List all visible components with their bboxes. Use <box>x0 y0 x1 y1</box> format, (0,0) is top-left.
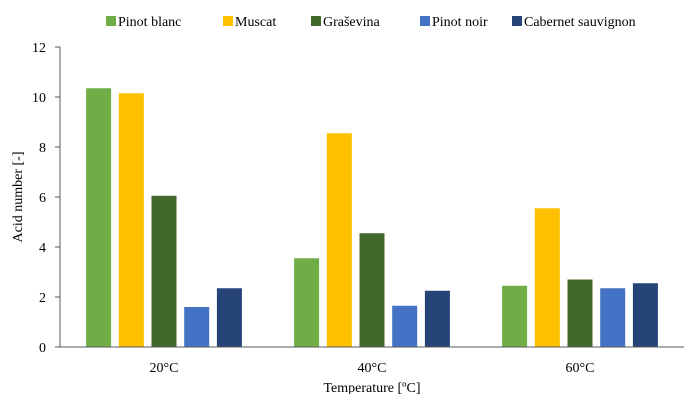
y-tick-label: 4 <box>39 241 46 256</box>
y-tick-label: 10 <box>32 91 46 106</box>
bar-pinot-blanc-3 <box>502 285 528 347</box>
bar-cabernet-sauvignon-3 <box>632 283 658 347</box>
bar-pinot-blanc-1 <box>86 88 112 347</box>
legend-label: Pinot blanc <box>118 15 181 30</box>
legend-label: Pinot noir <box>432 15 488 30</box>
legend-swatch <box>223 16 233 26</box>
legend-swatch <box>420 16 430 26</box>
x-tick-label: 60°C <box>566 361 595 376</box>
bars <box>86 88 658 347</box>
legend: Pinot blanc Muscat Graševina Pinot noir Cabe… <box>106 15 636 30</box>
y-axis: 0 2 4 6 8 10 12 <box>32 41 61 356</box>
x-axis: 20°C 40°C 60°C <box>60 346 684 376</box>
bar-pinot-noir-1 <box>184 307 210 347</box>
y-tick-label: 0 <box>39 341 46 356</box>
x-axis-title: Temperature [ºC] <box>323 381 420 394</box>
legend-swatch <box>106 16 116 26</box>
bar-pinot-noir-2 <box>392 305 418 347</box>
x-tick-label: 20°C <box>150 361 179 376</box>
legend-swatch <box>512 16 522 26</box>
bar-gra-evina-3 <box>567 279 593 347</box>
legend-label: Muscat <box>235 15 276 30</box>
y-tick-label: 12 <box>32 41 46 56</box>
legend-label: Cabernet sauvignon <box>524 15 636 30</box>
bar-pinot-noir-3 <box>600 288 626 347</box>
x-tick-label: 40°C <box>358 361 387 376</box>
y-tick-label: 8 <box>39 141 46 156</box>
y-axis-title: Acid number [-] <box>11 152 26 243</box>
bar-muscat-2 <box>326 133 352 347</box>
bar-muscat-3 <box>534 208 560 347</box>
bar-cabernet-sauvignon-2 <box>424 290 450 347</box>
bar-cabernet-sauvignon-1 <box>216 288 242 347</box>
y-tick-label: 2 <box>39 291 46 306</box>
bar-muscat-1 <box>118 93 144 347</box>
bar-gra-evina-2 <box>359 233 385 347</box>
legend-label: Graševina <box>323 15 381 30</box>
legend-swatch <box>311 16 321 26</box>
bar-pinot-blanc-2 <box>294 258 320 347</box>
y-tick-label: 6 <box>39 191 46 206</box>
bar-gra-evina-1 <box>151 195 177 347</box>
